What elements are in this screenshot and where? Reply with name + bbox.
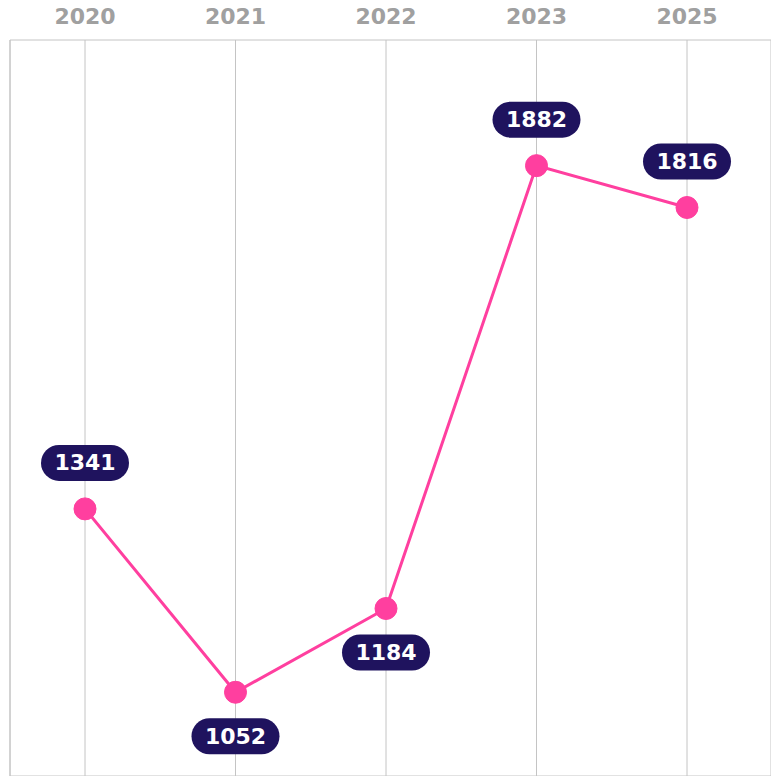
svg-text:2022: 2022 [355, 4, 416, 29]
svg-text:1882: 1882 [506, 107, 567, 132]
svg-text:1184: 1184 [355, 640, 416, 665]
svg-text:2021: 2021 [205, 4, 266, 29]
svg-text:2025: 2025 [656, 4, 717, 29]
svg-text:1341: 1341 [54, 450, 115, 475]
svg-text:1816: 1816 [656, 149, 717, 174]
svg-text:2023: 2023 [506, 4, 567, 29]
svg-text:2020: 2020 [54, 4, 115, 29]
svg-text:1052: 1052 [205, 724, 266, 749]
